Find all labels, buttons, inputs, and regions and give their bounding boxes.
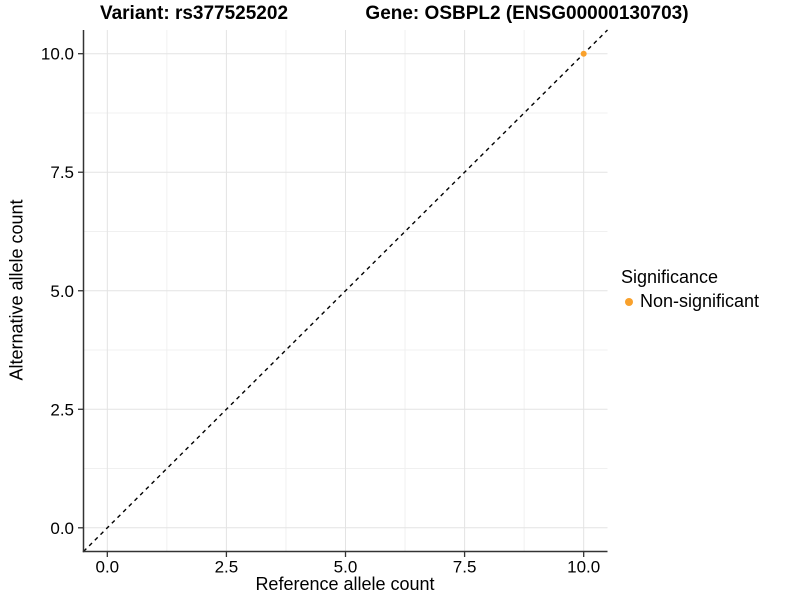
legend-point-icon [625, 297, 633, 306]
legend: Significance Non-significant [621, 266, 759, 312]
identity-dashed-line [83, 29, 608, 552]
y-axis-title: Alternative allele count [6, 199, 27, 381]
y-tick-label: 0.0 [50, 519, 74, 538]
y-tick-label: 10.0 [41, 45, 74, 64]
legend-item-label: Non-significant [640, 291, 760, 311]
x-tick-label: 7.5 [453, 558, 477, 577]
x-tick-label: 5.0 [334, 558, 358, 577]
legend-item-non-significant: Non-significant [621, 291, 759, 312]
x-tick-label: 0.0 [95, 558, 119, 577]
x-axis-title: Reference allele count [255, 574, 435, 594]
x-tick-label: 2.5 [215, 558, 239, 577]
x-tick-label: 10.0 [567, 558, 600, 577]
data-point [580, 50, 587, 57]
y-tick-label: 5.0 [50, 282, 74, 301]
y-tick-label: 2.5 [50, 400, 74, 419]
legend-title: Significance [621, 267, 719, 287]
plot-title-variant: Variant: rs377525202 [99, 3, 289, 24]
plot-title-gene: Gene: OSBPL2 (ENSG00000130703) [365, 3, 689, 24]
y-tick-label: 7.5 [50, 163, 74, 182]
